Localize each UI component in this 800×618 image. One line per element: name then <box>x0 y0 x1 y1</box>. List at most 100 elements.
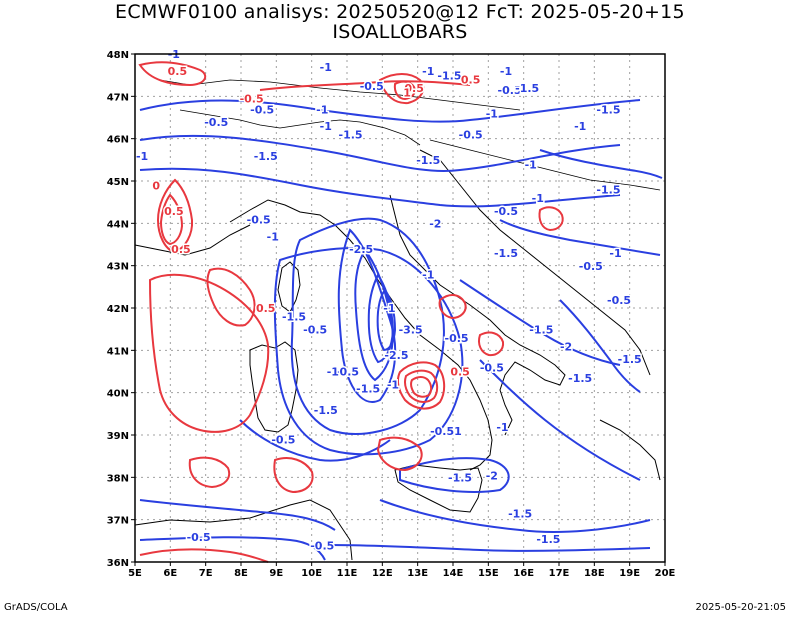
contour-label-layer: -1-1-0.5-1 -1.5 -1-0.5-1.5-1.5-1-0.5-0.5-1… <box>134 47 643 554</box>
balkan-inland-border <box>429 139 661 191</box>
lat-tick-label: 37N <box>107 516 129 527</box>
coastline-layer <box>134 79 661 561</box>
positive-contour-label: 0.5 <box>164 205 184 218</box>
neg-contour <box>399 457 510 493</box>
negative-contour-label: -2.5 <box>384 349 408 362</box>
map-title-line-1: ECMWF0100 analisys: 20250520@12 FcT: 202… <box>115 1 685 23</box>
negative-contour-label: -1.5 <box>416 154 440 167</box>
lat-tick-label: 48N <box>107 50 129 61</box>
pos-contour <box>478 331 505 357</box>
footer-render-timestamp: 2025-05-20-21:05 <box>695 602 786 613</box>
positive-contour-label: 0.5 <box>171 243 191 256</box>
negative-contour-label: -1.5 <box>618 353 642 366</box>
negative-contour-label: -1.5 <box>437 69 461 82</box>
negative-contour-label: -1 <box>496 421 508 434</box>
lon-tick-label: 17E <box>549 568 570 579</box>
lat-tick-label: 39N <box>107 431 129 442</box>
positive-contour-label: 0.5 <box>404 82 424 95</box>
pos-contour <box>148 273 270 433</box>
lon-tick-label: 15E <box>478 568 499 579</box>
footer-software-credit: GrADS/COLA <box>4 602 68 613</box>
neg-contour <box>499 219 661 256</box>
lat-tick-label: 42N <box>107 304 129 315</box>
negative-contour-label: -1.5 <box>282 311 306 324</box>
sicily-coast <box>394 464 483 513</box>
negative-contour-label: -0.5 <box>579 260 603 273</box>
negative-contour-label: -0.51 <box>430 425 462 438</box>
negative-contour-label: -1.5 <box>508 508 532 521</box>
negative-contour-label: -0.5 <box>494 205 518 218</box>
pos-contour <box>538 206 564 232</box>
lat-tick-label: 45N <box>107 177 129 188</box>
lat-tick-label: 41N <box>107 346 129 357</box>
neg-contour <box>337 228 397 403</box>
lat-tick-label: 43N <box>107 262 129 273</box>
negative-contour-label: -1 <box>136 150 148 163</box>
neg-contour <box>239 419 391 462</box>
lat-tick-label: 40N <box>107 389 129 400</box>
neg-contour <box>376 288 397 352</box>
negative-contour-label: -3.5 <box>399 323 423 336</box>
negative-contour-label: -1 <box>422 268 434 281</box>
pos-contour <box>156 178 194 254</box>
lon-tick-label: 11E <box>337 568 358 579</box>
negative-contour-label: -0.5 <box>250 103 274 116</box>
negative-contour-label: -1 <box>525 158 537 171</box>
neg-contour <box>354 248 394 382</box>
lon-tick-label: 8E <box>234 568 248 579</box>
negative-contour-label: -1 <box>327 366 339 379</box>
positive-contour-label: 0.5 <box>168 65 188 78</box>
negative-contour-label: -0.5 <box>187 531 211 544</box>
negative-contour-label: -2.5 <box>349 243 373 256</box>
negative-contour-label: -1.5 <box>596 103 620 116</box>
lon-tick-label: 14E <box>443 568 464 579</box>
negative-contour-label: -1.5 <box>536 533 560 546</box>
pos-contour <box>139 548 269 563</box>
negative-contour-label: -1 <box>500 65 512 78</box>
italy-east-coast <box>389 194 566 436</box>
negative-contour-label: -0.5 <box>480 362 504 375</box>
pos-contour <box>378 73 425 105</box>
negative-contour-label: -1 <box>320 120 332 133</box>
negative-contour-label: -0.5 <box>445 332 469 345</box>
negative-contour-label: -1 <box>422 65 434 78</box>
negative-contour-label: -1.5 <box>515 82 539 95</box>
negative-contour-label: -2 <box>560 340 572 353</box>
pos-contour <box>206 267 256 327</box>
north-africa-coast <box>134 499 353 561</box>
lon-tick-label: 9E <box>269 568 283 579</box>
pos-contour <box>188 456 231 489</box>
neg-contour <box>329 544 651 552</box>
negative-contour-label: -0.5 <box>335 366 359 379</box>
pos-contour <box>396 361 446 410</box>
neg-contour <box>139 499 336 531</box>
negative-contour-label: -1 <box>267 230 279 243</box>
neg-contour <box>273 247 464 456</box>
pos-contour <box>159 193 184 246</box>
neg-contour <box>139 167 621 208</box>
pos-contour <box>404 369 439 403</box>
negative-contour-label: -0.5 <box>459 129 483 142</box>
neg-contour <box>479 359 641 481</box>
negative-contour-label: -1.5 <box>339 129 363 142</box>
corsica-coast <box>277 261 301 313</box>
lat-tick-label: 38N <box>107 473 129 484</box>
neg-contour <box>379 499 651 533</box>
negative-contour-label: -1 <box>383 302 395 315</box>
negative-contour-label: -1.5 <box>356 383 380 396</box>
negative-contour-label: -1 <box>316 103 328 116</box>
neg-contour <box>139 134 621 172</box>
negative-contour-label: -2 <box>486 469 498 482</box>
lon-tick-label: 6E <box>163 568 177 579</box>
negative-contour-label: -1.5 <box>494 247 518 260</box>
pos-contour <box>393 80 416 101</box>
neg-contour <box>459 279 621 366</box>
negative-contour-label: -1 <box>387 378 399 391</box>
negative-contour-label: -1.5 <box>254 150 278 163</box>
positive-contour-layer <box>138 61 564 563</box>
positive-contour-label: 0 <box>152 179 160 192</box>
negative-contour-label: -2 <box>429 218 441 231</box>
greece-coast <box>599 419 661 481</box>
negative-contour-label: -1.5 <box>448 472 472 485</box>
sardinia-coast <box>249 341 299 433</box>
